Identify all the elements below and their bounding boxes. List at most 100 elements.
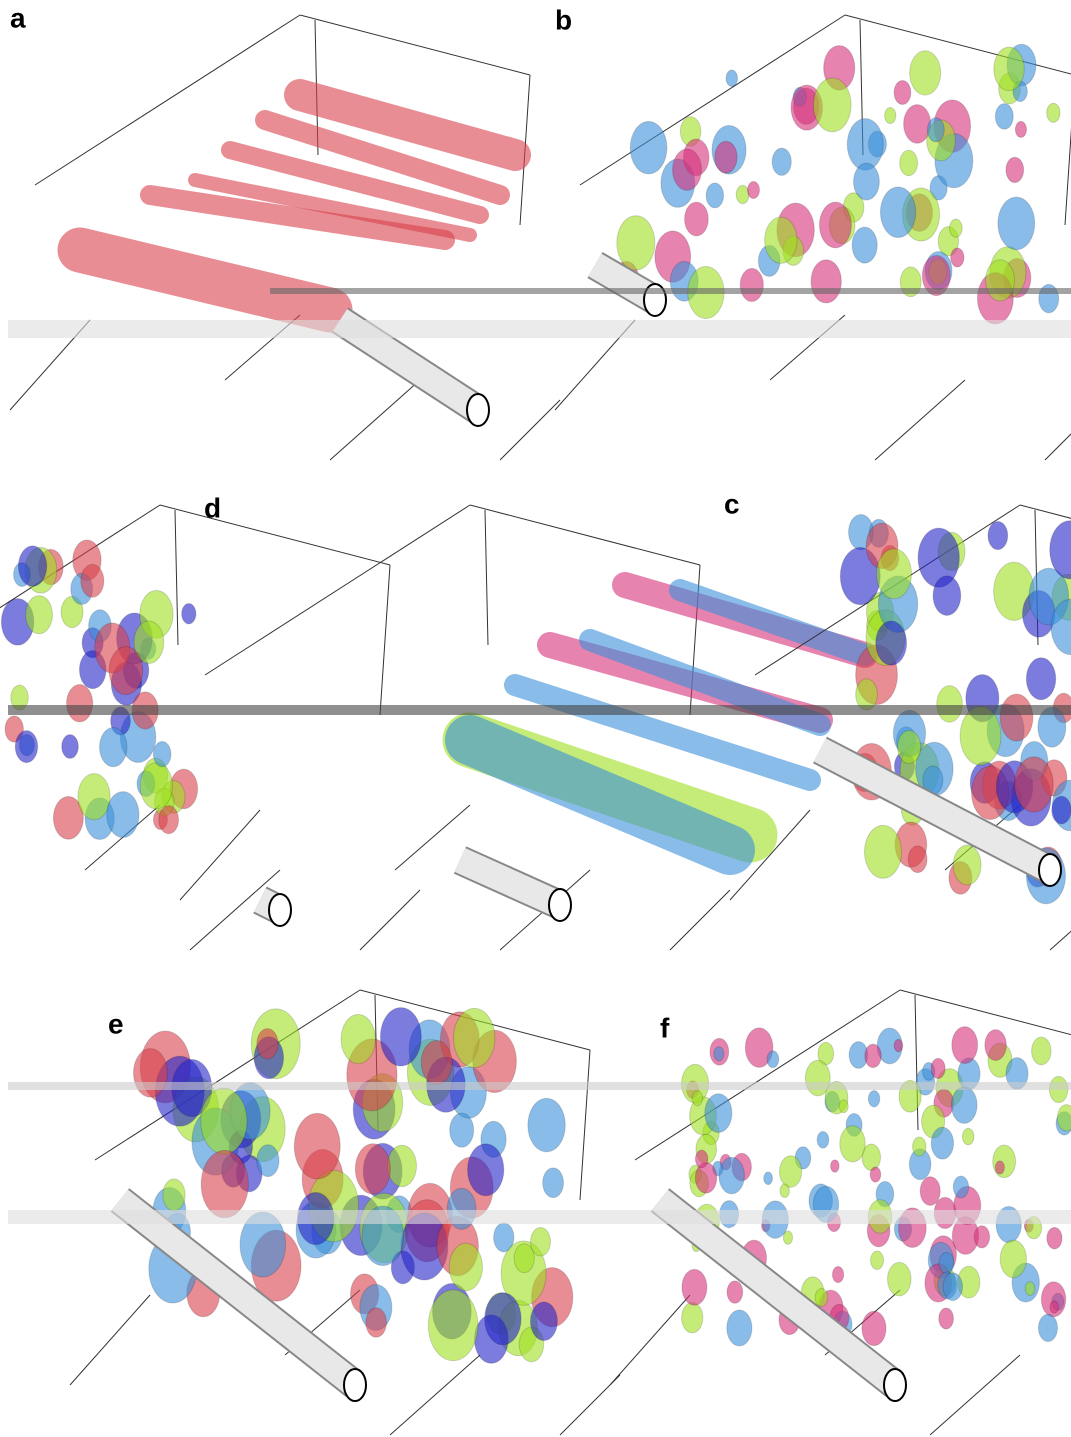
panel <box>555 15 1071 460</box>
tube <box>80 250 330 310</box>
vortex-blob <box>26 596 53 634</box>
vortex-blob <box>831 1160 840 1172</box>
vortex-blob <box>153 742 171 767</box>
vortex-blob <box>1006 157 1024 182</box>
vortex-blob <box>986 260 1015 301</box>
vortex-blob <box>531 1228 551 1257</box>
render-glitch-band <box>270 288 1071 294</box>
panel-label: b <box>555 4 572 35</box>
box-edge <box>360 890 420 950</box>
box-edge <box>485 510 488 645</box>
vortex-blob <box>998 197 1035 250</box>
vortex-blob <box>485 1293 521 1345</box>
vortex-blob <box>931 1127 953 1159</box>
vortex-blob <box>840 1126 865 1162</box>
vortex-blob <box>943 1273 962 1301</box>
vortex-blob <box>1000 1240 1026 1278</box>
vortex-blob <box>81 564 104 597</box>
vortex-blob <box>1038 1314 1057 1341</box>
panel <box>730 505 1071 950</box>
vortex-blob <box>953 845 981 885</box>
vortex-blob <box>952 1027 978 1064</box>
box-edge <box>380 565 390 715</box>
box-edge <box>500 400 560 460</box>
vortex-blob <box>908 846 927 873</box>
render-glitch-band <box>8 320 1071 338</box>
vortex-blob <box>201 1150 248 1217</box>
vortex-blob <box>876 621 907 665</box>
vortex-blob <box>772 148 791 175</box>
vortex-blob <box>727 1310 752 1346</box>
vortex-blob <box>15 731 37 763</box>
vortex-blob <box>939 1308 954 1329</box>
vortex-blob <box>765 217 797 263</box>
box-edge <box>395 805 470 870</box>
box-edge <box>300 15 530 75</box>
vortex-blob <box>994 47 1024 91</box>
vortex-blob <box>880 187 915 238</box>
vortex-blob <box>767 1051 779 1068</box>
isosurfaces <box>133 1008 572 1364</box>
box-edge <box>390 1355 480 1435</box>
vortex-blob <box>107 792 139 838</box>
vortex-blob <box>854 163 880 200</box>
panel-label: c <box>724 488 740 519</box>
figure: a b d c e f <box>0 0 1071 1437</box>
vortex-blob <box>1026 658 1055 700</box>
vortex-blob <box>995 1161 1004 1174</box>
vortex-blob <box>780 1156 802 1188</box>
box-edge <box>160 505 390 565</box>
vortex-blob <box>877 549 912 599</box>
box-edge <box>330 380 420 460</box>
vortex-blob <box>714 1047 724 1061</box>
vortex-blob <box>920 1177 940 1206</box>
box-edge <box>70 1295 150 1385</box>
vortex-blob <box>839 1100 848 1113</box>
render-glitch-band <box>8 705 1071 715</box>
vortex-blob <box>927 118 944 142</box>
vortex-blob <box>428 1290 478 1361</box>
vortex-blob <box>937 686 963 723</box>
vortex-blob <box>159 806 179 834</box>
box-edge <box>175 510 178 645</box>
renderings <box>0 15 1071 1435</box>
vortex-blob <box>543 1168 564 1198</box>
vortex-blob <box>182 604 196 624</box>
vortex-blob <box>421 1041 452 1085</box>
vortex-blob <box>201 1088 247 1154</box>
vortex-blob <box>933 576 961 616</box>
vortex-blob <box>706 183 723 208</box>
isosurfaces <box>80 95 515 310</box>
vortex-blob <box>995 104 1013 130</box>
vortex-blob <box>1052 796 1071 824</box>
vortex-blob <box>530 1302 557 1341</box>
vortex-blob <box>454 1008 495 1067</box>
vortex-blob <box>847 119 883 170</box>
vortex-blob <box>1057 1105 1071 1131</box>
box-edge <box>470 505 700 565</box>
panel <box>0 505 420 950</box>
vortex-blob <box>868 1091 879 1107</box>
vortex-blob <box>109 647 143 695</box>
vortex-blob <box>780 1184 789 1197</box>
vortex-blob <box>1025 1282 1035 1296</box>
vortex-blob <box>692 1091 702 1106</box>
vortex-blob <box>715 141 737 173</box>
vortex-blob <box>163 1179 185 1211</box>
vortex-blob <box>1015 757 1054 812</box>
vortex-blob <box>682 1269 707 1305</box>
isosurfaces <box>470 585 865 850</box>
vortex-blob <box>450 1113 474 1147</box>
box-edge <box>580 1050 590 1200</box>
cylinder-end <box>467 394 489 426</box>
vortex-blob <box>685 202 709 236</box>
vortex-blob <box>1050 1301 1059 1313</box>
cylinder-end <box>269 894 291 926</box>
vortex-blob <box>705 1094 732 1133</box>
vortex-blob <box>953 1176 968 1198</box>
vortex-blob <box>740 268 763 301</box>
box-edge <box>180 810 260 900</box>
vortex-blob <box>900 150 918 175</box>
panel-label: d <box>204 492 221 523</box>
cylinder-end <box>884 1369 906 1401</box>
